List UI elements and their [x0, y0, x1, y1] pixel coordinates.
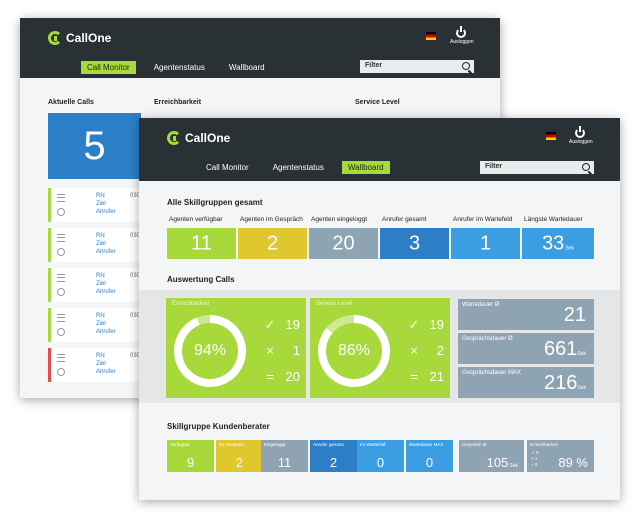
back-calls-count: 5 [83, 124, 106, 168]
german-flag-icon[interactable] [426, 32, 436, 40]
call-item-number: 030 [130, 273, 141, 279]
reach-total: = 20 [264, 369, 300, 385]
small-wait-max: Wartedauer MAX 0 [406, 440, 453, 472]
cross-icon: × [410, 343, 418, 358]
front-logo-text: CallOne [185, 131, 231, 145]
call-item-number: 030 [130, 313, 141, 319]
front-logo: CallOne [167, 131, 230, 145]
front-logout[interactable]: Ausloggen [569, 126, 593, 145]
call-item-labels: RN Ziel Anrufer [96, 313, 116, 335]
back-logout[interactable]: Ausloggen [450, 26, 474, 45]
back-reach-title: Erreichbarkeit [154, 99, 202, 106]
equals-icon: = [266, 369, 274, 384]
section-all-skillgroups-title: Alle Skillgruppen gesamt [167, 198, 263, 207]
call-item-labels: RN Ziel Anrufer [96, 353, 116, 375]
menu-icon[interactable] [57, 354, 65, 362]
power-icon [456, 26, 466, 38]
service-fail: × 2 [408, 343, 444, 359]
call-item-number: 030 [130, 353, 141, 359]
tile-agents-available: Agenten verfügbar 11 [167, 216, 236, 259]
service-total: = 21 [408, 369, 444, 385]
talk-avg-tile: Gesprächsdauer Ø 661Sek [458, 333, 594, 364]
callone-logo-icon [48, 31, 62, 45]
tile-callers-waiting: Anrufer im Wartefeld 1 [451, 216, 520, 259]
talk-max-tile: Gesprächsdauer MAX 216Sek [458, 367, 594, 398]
power-icon [575, 126, 585, 138]
menu-icon[interactable] [57, 314, 65, 322]
gear-icon[interactable] [57, 208, 65, 216]
call-item-number: 030 [130, 193, 141, 199]
check-icon: ✓ [264, 317, 276, 332]
front-topbar: CallOne Ausloggen Call Monitor Agentenst… [139, 118, 620, 181]
menu-icon[interactable] [57, 234, 65, 242]
reach-percent: 94% [193, 342, 227, 359]
small-talk-avg: Gespräch Ø 105Sek [459, 440, 524, 472]
front-tab-call-monitor[interactable]: Call Monitor [206, 163, 249, 172]
reach-fail: × 1 [264, 343, 300, 359]
small-callers-total: Anrufer gesamt 2 [310, 440, 357, 472]
tile-agents-in-call: Agenten im Gespräch 2 [238, 216, 307, 259]
back-calls-count-tile: 5 [48, 113, 141, 179]
gear-icon[interactable] [57, 368, 65, 376]
back-tab-agentenstatus[interactable]: Agentenstatus [153, 63, 205, 72]
front-tab-agentenstatus[interactable]: Agentenstatus [272, 163, 324, 172]
tile-longest-wait: Längste Wartedauer 33Sek [522, 216, 594, 259]
call-item-labels: RN Ziel Anrufer [96, 193, 116, 215]
back-tab-call-monitor[interactable]: Call Monitor [81, 61, 136, 74]
service-ok: ✓ 19 [408, 317, 444, 332]
front-tab-wallboard[interactable]: Wallboard [341, 161, 390, 174]
small-reach-list: ✓ 8 × 1 = 9 [531, 450, 539, 467]
section-call-evaluation-title: Auswertung Calls [167, 275, 235, 284]
equals-icon: = [410, 369, 418, 384]
menu-icon[interactable] [57, 194, 65, 202]
front-window: CallOne Ausloggen Call Monitor Agentenst… [139, 118, 620, 500]
german-flag-icon[interactable] [546, 132, 556, 140]
service-donut: 86% [318, 315, 390, 387]
reach-tile: Erreichbarkeit 94% ✓ 19 × 1 = 20 [166, 298, 306, 398]
back-calls-title: Aktuelle Calls [48, 99, 94, 106]
cross-icon: × [266, 343, 274, 358]
gear-icon[interactable] [57, 328, 65, 336]
back-nav: Call Monitor Agentenstatus Wallboard [81, 61, 283, 74]
small-available: Verfügbar 9 [167, 440, 214, 472]
gear-icon[interactable] [57, 248, 65, 256]
check-icon: ✓ [408, 317, 420, 332]
service-percent: 86% [337, 342, 371, 359]
tile-callers-total: Anrufer gesamt 3 [380, 216, 449, 259]
reach-donut: 94% [174, 315, 246, 387]
wait-avg-tile: Wartedauer Ø 21 [458, 299, 594, 330]
front-nav: Call Monitor Agentenstatus Wallboard [200, 161, 402, 174]
call-item-labels: RN Ziel Anrufer [96, 233, 116, 255]
menu-icon[interactable] [57, 274, 65, 282]
small-reachability: Erreichbarkeit ✓ 8 × 1 = 9 89 % [527, 440, 594, 472]
reach-ok: ✓ 19 [264, 317, 300, 332]
callone-logo-icon [167, 131, 181, 145]
back-filter-input[interactable]: Filter [360, 60, 474, 73]
back-service-title: Service Level [355, 99, 400, 106]
back-tab-wallboard[interactable]: Wallboard [228, 63, 265, 72]
call-item-labels: RN Ziel Anrufer [96, 273, 116, 295]
gear-icon[interactable] [57, 288, 65, 296]
back-logo-text: CallOne [66, 31, 112, 45]
back-logo: CallOne [48, 31, 111, 45]
call-item-number: 030 [130, 233, 141, 239]
search-icon[interactable] [582, 163, 590, 171]
search-icon[interactable] [462, 62, 470, 70]
service-level-tile: Service Level 86% ✓ 19 × 2 = 21 [310, 298, 450, 398]
small-logged-in: Eingeloggt 11 [261, 440, 308, 472]
small-in-call: Im Gespräch 2 [216, 440, 263, 472]
small-waiting: Im Wartefeld 0 [357, 440, 404, 472]
tile-agents-logged-in: Agenten eingeloggt 20 [309, 216, 378, 259]
section-skillgroup-customer-title: Skillgruppe Kundenberater [167, 422, 270, 431]
back-topbar: CallOne Ausloggen Call Monitor Agentenst… [20, 18, 500, 78]
front-filter-input[interactable]: Filter [480, 161, 594, 174]
